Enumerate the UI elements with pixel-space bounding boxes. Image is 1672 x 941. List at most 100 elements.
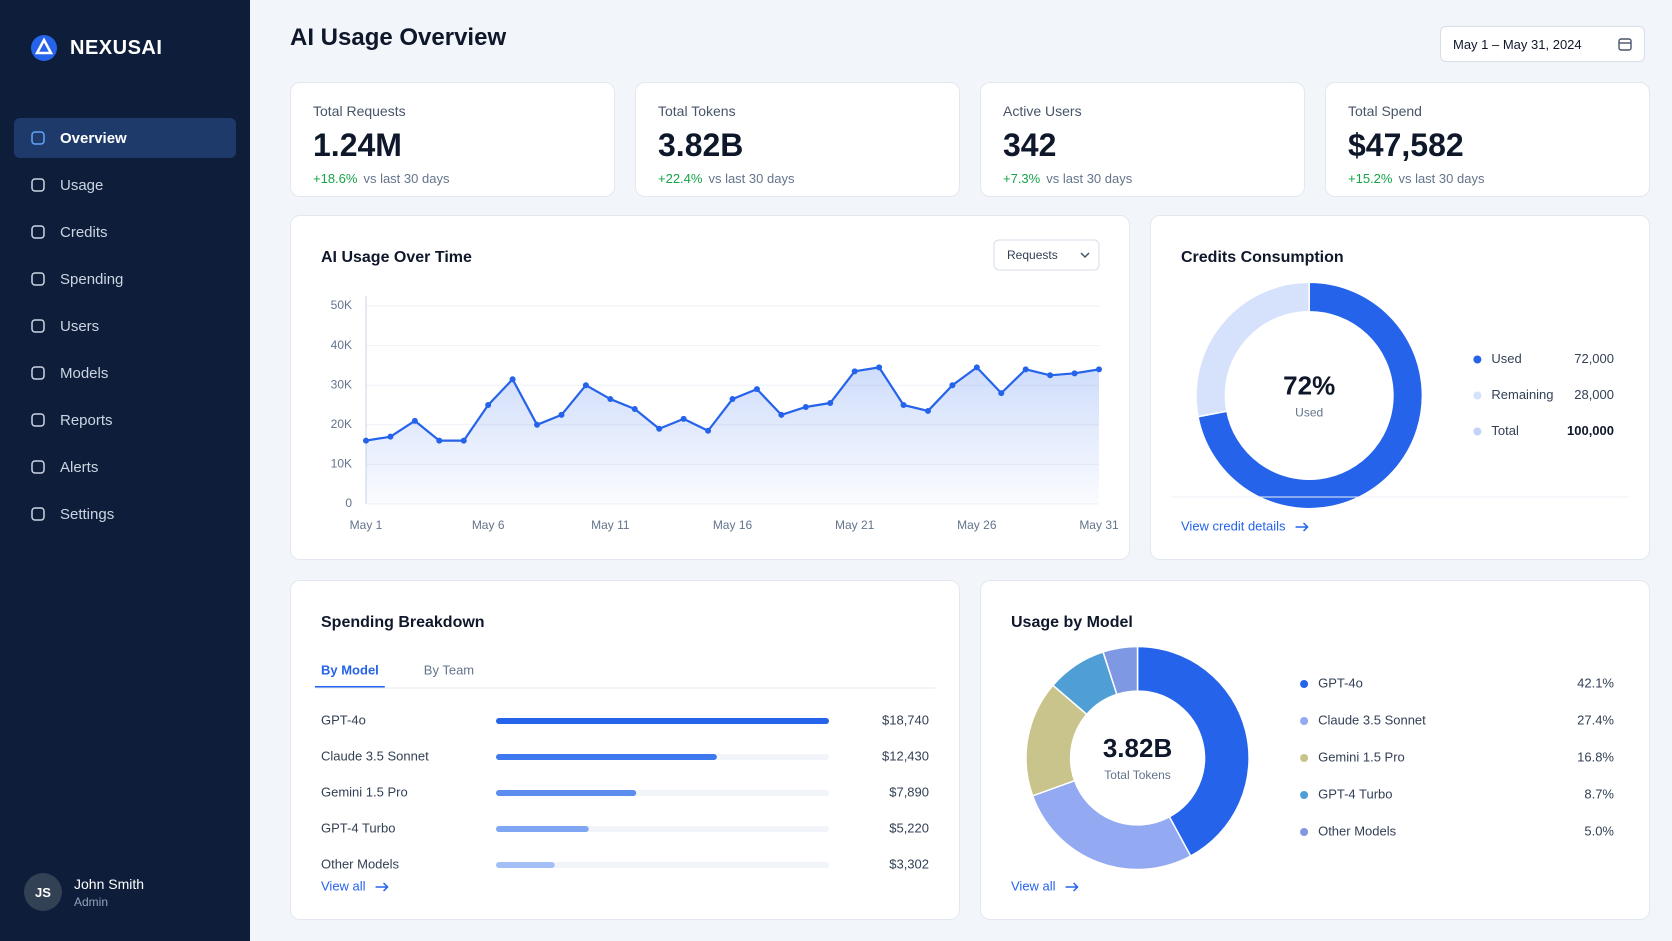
nav-item[interactable]: Spending — [14, 259, 236, 299]
brand-logo — [31, 35, 57, 61]
nav-icon — [31, 131, 45, 145]
y-tick-label: 20K — [331, 417, 352, 431]
link[interactable]: View credit details — [1181, 518, 1286, 533]
value-label: 27.4% — [1577, 712, 1614, 727]
user-role: Admin — [74, 894, 109, 909]
legend-label: GPT-4 Turbo — [1318, 786, 1392, 801]
x-tick-label: May 16 — [713, 518, 753, 532]
point — [729, 396, 736, 403]
date-range-picker[interactable]: May 1 – May 31, 2024 — [1440, 26, 1645, 62]
value-label: $5,220 — [889, 820, 929, 835]
donut-segment — [1102, 645, 1139, 696]
nav-item[interactable]: Users — [14, 306, 236, 346]
kpi-value: $47,582 — [1348, 127, 1464, 163]
donut-segment — [1136, 645, 1250, 858]
icon-shape — [31, 131, 45, 145]
nav-label: Overview — [60, 129, 127, 147]
point — [753, 386, 760, 393]
nav-icon — [31, 366, 45, 380]
chart-card: Usage by Model 3.82B Total Tokens GPT-4o 42.… — [980, 580, 1650, 920]
dropdown[interactable] — [993, 239, 1100, 271]
kpi-card: Active Users 342 +7.3% vs last 30 days — [980, 82, 1305, 197]
legend-label: GPT-4o — [1318, 675, 1363, 690]
nav-item[interactable]: Credits — [14, 212, 236, 252]
link-arrow — [1295, 522, 1309, 532]
kpi-value: 1.24M — [313, 127, 402, 163]
point — [1047, 372, 1054, 379]
kpi-footer: +15.2% vs last 30 days — [1348, 171, 1484, 186]
bar-label: Other Models — [321, 856, 400, 871]
bar-label: GPT-4 Turbo — [321, 820, 395, 835]
tab[interactable]: By Model — [321, 662, 379, 677]
point — [1022, 366, 1029, 373]
point — [387, 433, 394, 440]
nav-item[interactable]: Overview — [14, 118, 236, 158]
point — [509, 376, 516, 383]
value-label: 16.8% — [1577, 749, 1614, 764]
value-label: 28,000 — [1574, 387, 1614, 402]
user-profile[interactable]: JS John Smith Admin — [24, 873, 144, 911]
nav-item[interactable]: Settings — [14, 494, 236, 534]
calendar-icon — [1618, 38, 1632, 51]
icon-shape — [31, 178, 45, 192]
value-label: $12,430 — [882, 748, 929, 763]
icon-shape — [31, 319, 45, 333]
kpi-change: +7.3% — [1003, 171, 1041, 186]
tab[interactable]: By Team — [424, 662, 474, 677]
brand-name: NEXUSAI — [70, 36, 163, 59]
point — [778, 411, 785, 418]
icon-shape — [31, 460, 45, 474]
bar-label: Gemini 1.5 Pro — [321, 784, 408, 799]
point — [851, 368, 858, 375]
bar — [496, 826, 589, 832]
nav-label: Reports — [60, 411, 113, 429]
nav-icon — [31, 413, 45, 427]
x-tick-label: May 11 — [591, 518, 630, 532]
kpi-card: Total Requests 1.24M +18.6% vs last 30 days — [290, 82, 615, 197]
chart-title: Usage by Model — [1011, 614, 1133, 631]
nav-label: Usage — [60, 176, 104, 194]
nav-label: Spending — [60, 270, 124, 288]
point — [363, 437, 369, 444]
kpi-footer: +18.6% vs last 30 days — [313, 171, 449, 186]
link[interactable]: View all — [321, 878, 366, 893]
nav-item[interactable]: Usage — [14, 165, 236, 205]
value-label: 5.0% — [1584, 823, 1614, 838]
point — [973, 364, 980, 371]
point — [924, 407, 931, 414]
chart-card: Credits Consumption 72% Used Used 72,000 Rema… — [1150, 215, 1650, 560]
x-tick-label: May 26 — [957, 518, 997, 532]
legend-label: Other Models — [1318, 823, 1397, 838]
bar — [496, 862, 555, 868]
legend-label: Used — [1491, 351, 1521, 366]
link-arrow — [1065, 882, 1079, 892]
link[interactable]: View all — [1011, 878, 1056, 893]
nav-icon — [31, 319, 45, 333]
y-tick-label: 0 — [345, 496, 352, 510]
point — [582, 382, 589, 389]
user-name: John Smith — [74, 875, 145, 892]
legend-swatch — [1300, 754, 1309, 762]
nav-item[interactable]: Reports — [14, 400, 236, 440]
nav-icon — [31, 507, 45, 521]
chart: Spending Breakdown By Model By Team GPT-4o $… — [315, 614, 935, 893]
brand[interactable]: NEXUSAI — [30, 34, 162, 62]
chart-title: Spending Breakdown — [321, 614, 485, 631]
kpi-card: Total Tokens 3.82B +22.4% vs last 30 days — [635, 82, 960, 197]
nav-item[interactable]: Alerts — [14, 447, 236, 487]
kpi-value: 342 — [1003, 127, 1057, 163]
nav-item[interactable]: Models — [14, 353, 236, 393]
bar — [496, 754, 717, 760]
nav-icon — [31, 272, 45, 286]
nav-label: Models — [60, 364, 109, 382]
y-tick-label: 50K — [331, 298, 352, 312]
icon-shape — [31, 507, 45, 521]
legend-swatch — [1300, 680, 1309, 688]
x-tick-label: May 6 — [472, 518, 505, 532]
y-tick-label: 40K — [331, 338, 352, 352]
nav-label: Users — [60, 317, 100, 335]
kpi-footer: +22.4% vs last 30 days — [658, 171, 794, 186]
kpi-value: 3.82B — [658, 127, 744, 163]
point — [827, 400, 834, 407]
